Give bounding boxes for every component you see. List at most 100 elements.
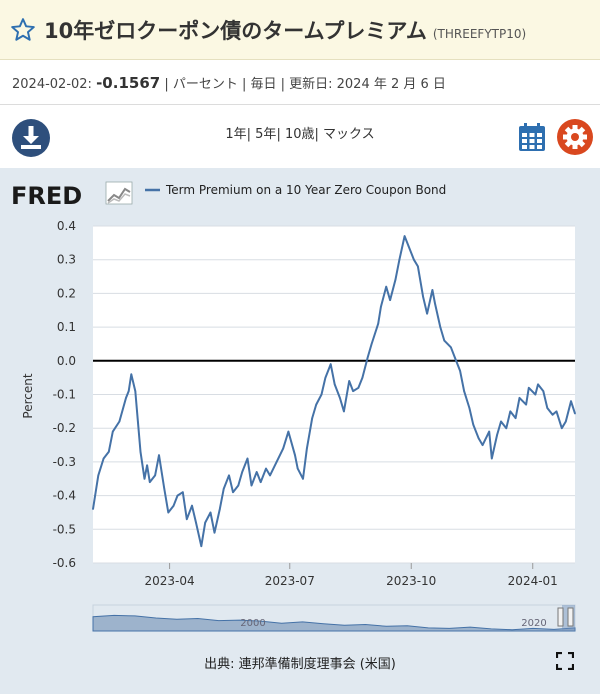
data-point [348,380,351,382]
data-point [509,410,512,413]
data-point [450,346,452,349]
data-point [551,413,554,416]
data-point [176,494,179,497]
data-point [561,427,563,430]
data-point [377,322,380,325]
data-point [195,521,197,524]
chart-toolbar: 1年| 5年| 10歳| マックス [0,106,600,168]
data-point [127,390,130,392]
range-1-year[interactable]: 1年 [225,127,247,142]
data-point [172,504,175,507]
series-line [92,235,576,548]
data-point [500,420,502,423]
y-tick-label: 0.2 [57,286,76,300]
y-tick-label: 0.0 [57,354,76,368]
navigator-handle-left[interactable] [557,607,564,627]
data-point [555,410,558,413]
data-point [570,400,572,402]
data-point [287,430,290,433]
x-tick-label: 2023-04 [145,574,195,588]
y-tick-label: -0.1 [53,388,76,402]
data-point [191,504,193,507]
data-point [426,312,428,315]
data-point [282,447,285,450]
data-point [366,356,369,359]
data-point [134,390,137,392]
y-axis-ticks: 0.4 0.3 0.2 0.1 0.0 -0.1 -0.2 -0.3 -0.4 -0.5 -0.6 [53,219,76,570]
data-point [443,339,446,342]
data-point [200,545,203,547]
data-point [528,387,530,389]
data-point [275,461,278,463]
data-point [496,434,498,436]
range-10-years[interactable]: 10歳 [284,127,315,142]
data-point [311,417,314,419]
data-point [102,457,105,460]
range-5-years[interactable]: 5年 [255,127,277,142]
data-point [294,454,296,457]
navigator-handle-right[interactable] [567,607,574,627]
data-point [488,430,491,433]
observation-date: 2024-02-02: [12,77,92,92]
y-tick-label: -0.3 [53,455,76,469]
y-tick-label: 0.3 [57,253,76,267]
data-point [228,474,230,477]
page-title: 10年ゼロクーポン債のタームプレミアム (THREEFYTP10) [44,15,526,45]
data-point [534,393,537,396]
data-point [265,467,267,470]
download-icon[interactable] [11,118,51,158]
data-point [477,437,480,440]
navigator-area [92,614,576,632]
x-axis-ticks: 2023-04 2023-07 2023-10 2024-01 [145,563,558,588]
data-point [158,454,160,457]
x-tick-label: 2023-10 [386,574,436,588]
fullscreen-icon[interactable] [556,652,574,670]
data-point [237,484,240,487]
range-navigator[interactable]: 2000 2020 [92,604,576,632]
data-point [491,457,493,460]
y-tick-label: 0.1 [57,320,76,334]
range-max[interactable]: マックス [323,127,375,142]
data-point [163,488,166,490]
data-point [315,403,318,406]
data-point [269,474,271,477]
x-tick-label: 2024-01 [508,574,558,588]
series-title: 10年ゼロクーポン債のタームプレミアム [44,19,427,43]
data-point [320,393,323,396]
data-point [232,491,234,494]
data-point [182,491,184,494]
series-points [92,235,576,547]
data-point [434,302,436,305]
y-tick-label: -0.4 [53,489,76,503]
star-outline-icon[interactable] [10,17,36,43]
data-point [505,427,508,430]
data-point [204,521,206,524]
fred-logo-text: FRED [11,182,82,210]
data-point [403,235,406,237]
data-point [361,376,364,379]
data-point [186,518,188,520]
data-point [394,279,397,281]
data-point [118,420,121,423]
date-range-selector: 1年| 5年| 10歳| マックス [225,127,375,142]
data-point [463,390,465,392]
data-point [454,356,456,359]
fred-logo: FRED [11,181,133,210]
observation-details: | パーセント | 毎日 | 更新日: 2024 年 2 月 6 日 [164,77,446,92]
data-point [296,467,299,470]
data-point [468,407,471,409]
data-point [343,410,345,413]
data-point [329,363,332,365]
data-point [149,481,151,483]
gear-icon[interactable] [556,118,594,156]
calendar-icon[interactable] [518,122,546,152]
data-point [259,481,262,483]
data-point [398,258,401,261]
data-point [370,343,373,345]
data-point [125,397,127,399]
data-point [255,471,258,473]
data-point [518,397,521,399]
y-axis-label: Percent [21,373,35,418]
data-point [514,417,517,419]
data-point [542,390,545,392]
